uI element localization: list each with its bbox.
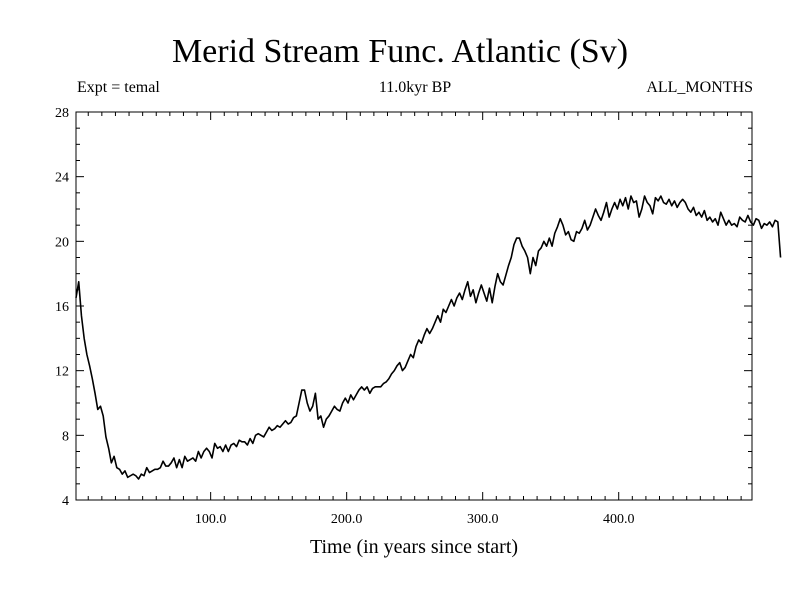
- x-tick-label: 400.0: [603, 512, 635, 527]
- x-tick-label: 100.0: [195, 512, 227, 527]
- y-tick-label: 12: [55, 365, 69, 380]
- series-line: [75, 195, 782, 480]
- tick-labels: 100.0 200.0 300.0 400.0 4 8 12 16 20 24 28: [55, 106, 634, 527]
- subtitle-period: 11.0kyr BP: [378, 79, 452, 96]
- subtitle-experiment: Expt = temal: [77, 79, 160, 96]
- y-tick-label: 8: [62, 429, 69, 444]
- plot-frame: [75, 111, 753, 501]
- y-tick-label: 20: [55, 235, 69, 250]
- y-tick-label: 24: [55, 171, 69, 186]
- y-tick-label: 28: [55, 106, 69, 121]
- chart-title: Merid Stream Func. Atlantic (Sv): [171, 33, 629, 70]
- x-axis-label: Time (in years since start): [310, 536, 518, 558]
- axis-ticks: [76, 111, 752, 501]
- x-tick-label: 200.0: [331, 512, 363, 527]
- y-tick-label: 16: [55, 300, 69, 315]
- x-tick-label: 300.0: [467, 512, 499, 527]
- subtitle-months: ALL_MONTHS: [646, 79, 753, 96]
- y-tick-label: 4: [62, 494, 69, 509]
